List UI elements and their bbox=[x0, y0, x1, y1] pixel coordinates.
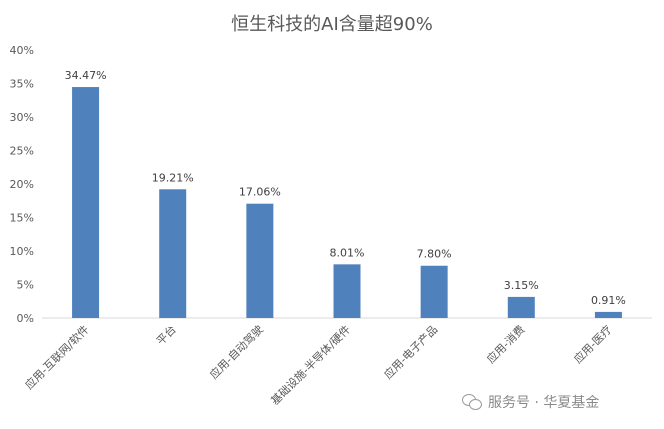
data-label: 3.15% bbox=[504, 279, 539, 292]
y-tick-label: 0% bbox=[17, 312, 34, 325]
x-tick-label: 应用-消费 bbox=[484, 322, 528, 366]
x-tick-label: 应用-互联网/软件 bbox=[22, 322, 92, 392]
x-tick-label: 基础设施-半导体/硬件 bbox=[268, 322, 353, 407]
data-label: 7.80% bbox=[417, 248, 452, 261]
data-labels-group: 34.47% 19.21% 17.06% 8.01% 7.80% 3.15% 0.91% bbox=[65, 69, 626, 307]
y-axis: 0% 5% 10% 15% 20% 25% 30% 35% 40% bbox=[10, 44, 34, 325]
data-label: 17.06% bbox=[239, 186, 281, 199]
x-tick-label: 应用-电子产品 bbox=[381, 322, 440, 381]
y-tick-label: 10% bbox=[10, 245, 34, 258]
y-tick-label: 20% bbox=[10, 178, 34, 191]
wechat-icon bbox=[462, 394, 482, 410]
data-label: 8.01% bbox=[330, 246, 365, 259]
data-label: 0.91% bbox=[591, 294, 626, 307]
bar bbox=[246, 203, 274, 318]
y-tick-label: 25% bbox=[10, 145, 34, 158]
y-tick-label: 35% bbox=[10, 78, 34, 91]
data-label: 19.21% bbox=[152, 171, 194, 184]
y-tick-label: 40% bbox=[10, 44, 34, 57]
data-label: 34.47% bbox=[65, 69, 107, 82]
bar bbox=[420, 265, 448, 318]
bars-group bbox=[72, 87, 622, 319]
x-tick-label: 应用-自动驾驶 bbox=[207, 322, 266, 381]
chart-title: 恒生科技的AI含量超90% bbox=[231, 14, 433, 35]
bar bbox=[333, 264, 361, 318]
y-tick-label: 15% bbox=[10, 212, 34, 225]
watermark: 服务号 · 华夏基金 bbox=[462, 392, 599, 412]
bar bbox=[594, 311, 622, 318]
y-tick-label: 5% bbox=[17, 279, 34, 292]
bar bbox=[72, 87, 100, 319]
y-tick-label: 30% bbox=[10, 111, 34, 124]
bar bbox=[507, 296, 535, 318]
bar bbox=[159, 189, 187, 318]
x-tick-label: 平台 bbox=[153, 322, 178, 347]
x-tick-label: 应用-医疗 bbox=[571, 322, 615, 366]
watermark-text: 服务号 · 华夏基金 bbox=[488, 395, 600, 411]
